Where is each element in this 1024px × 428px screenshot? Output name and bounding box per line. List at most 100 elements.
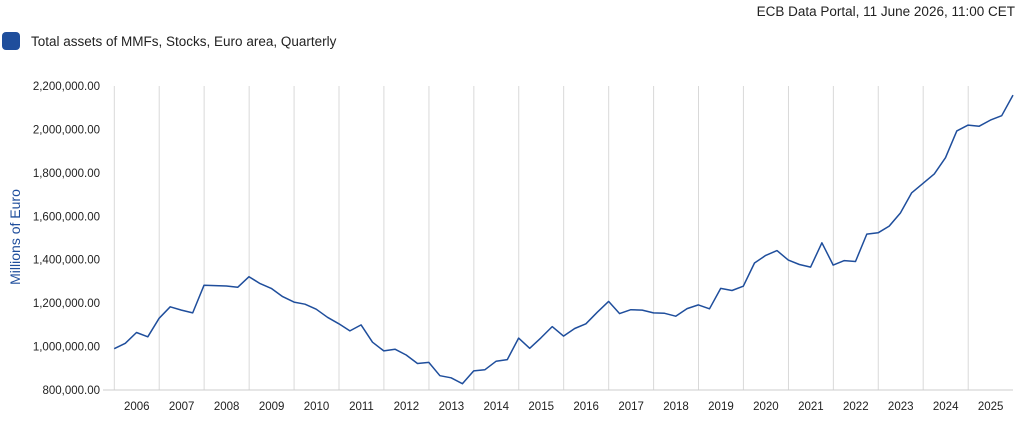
- data-point[interactable]: [516, 335, 522, 341]
- data-point[interactable]: [313, 306, 319, 312]
- data-point[interactable]: [841, 258, 847, 264]
- data-point[interactable]: [302, 301, 308, 307]
- data-point[interactable]: [201, 282, 207, 288]
- y-tick-label: 2,200,000.00: [33, 81, 100, 93]
- data-point[interactable]: [111, 346, 117, 352]
- data-point[interactable]: [942, 155, 948, 161]
- data-point[interactable]: [133, 329, 139, 335]
- data-point[interactable]: [695, 302, 701, 308]
- data-point[interactable]: [190, 310, 196, 316]
- data-point[interactable]: [706, 306, 712, 312]
- x-tick-label-2019: 2019: [708, 401, 734, 413]
- x-tick-label-2006: 2006: [124, 401, 150, 413]
- data-point[interactable]: [212, 283, 218, 289]
- data-point[interactable]: [280, 294, 286, 300]
- data-point[interactable]: [864, 231, 870, 237]
- data-point[interactable]: [448, 375, 454, 381]
- data-point[interactable]: [999, 113, 1005, 119]
- data-point[interactable]: [796, 261, 802, 267]
- data-point[interactable]: [920, 180, 926, 186]
- data-point[interactable]: [684, 306, 690, 312]
- data-point[interactable]: [459, 381, 465, 387]
- data-point[interactable]: [471, 368, 477, 374]
- data-point[interactable]: [606, 298, 612, 304]
- data-point[interactable]: [729, 288, 735, 294]
- data-point[interactable]: [740, 283, 746, 289]
- legend[interactable]: Total assets of MMFs, Stocks, Euro area,…: [2, 32, 336, 50]
- data-point[interactable]: [594, 309, 600, 315]
- data-point[interactable]: [257, 281, 263, 287]
- data-point[interactable]: [561, 333, 567, 339]
- source-timestamp: ECB Data Portal, 11 June 2026, 11:00 CET: [756, 4, 1015, 19]
- data-point[interactable]: [572, 326, 578, 332]
- legend-series-label: Total assets of MMFs, Stocks, Euro area,…: [31, 33, 337, 49]
- data-point[interactable]: [1010, 92, 1016, 98]
- y-tick-label: 1,000,000.00: [33, 342, 100, 354]
- data-point[interactable]: [785, 257, 791, 263]
- data-point[interactable]: [336, 321, 342, 327]
- data-point[interactable]: [504, 357, 510, 363]
- data-point[interactable]: [965, 122, 971, 128]
- x-tick-label-2022: 2022: [843, 401, 869, 413]
- data-point[interactable]: [178, 307, 184, 313]
- x-tick-label-2017: 2017: [618, 401, 644, 413]
- data-point[interactable]: [819, 240, 825, 246]
- data-point[interactable]: [358, 322, 364, 328]
- data-point[interactable]: [875, 230, 881, 236]
- data-point[interactable]: [987, 117, 993, 123]
- data-point[interactable]: [549, 324, 555, 330]
- data-point[interactable]: [976, 123, 982, 129]
- data-point[interactable]: [617, 311, 623, 317]
- data-point[interactable]: [392, 346, 398, 352]
- data-point[interactable]: [291, 299, 297, 305]
- data-point[interactable]: [538, 335, 544, 341]
- data-point[interactable]: [403, 352, 409, 358]
- x-tick-label-2024: 2024: [933, 401, 959, 413]
- x-tick-label-2007: 2007: [169, 401, 195, 413]
- data-point[interactable]: [122, 340, 128, 346]
- data-point[interactable]: [662, 310, 668, 316]
- data-point[interactable]: [853, 258, 859, 264]
- data-point[interactable]: [223, 283, 229, 289]
- data-point[interactable]: [482, 367, 488, 373]
- data-point[interactable]: [145, 334, 151, 340]
- data-point[interactable]: [246, 274, 252, 280]
- data-point[interactable]: [235, 284, 241, 290]
- data-point[interactable]: [830, 262, 836, 268]
- data-point[interactable]: [156, 315, 162, 321]
- data-point[interactable]: [268, 285, 274, 291]
- data-point[interactable]: [414, 361, 420, 367]
- data-point[interactable]: [583, 321, 589, 327]
- data-point[interactable]: [931, 171, 937, 177]
- data-point[interactable]: [639, 307, 645, 313]
- data-point[interactable]: [650, 310, 656, 316]
- data-point[interactable]: [954, 128, 960, 134]
- y-tick-label: 1,800,000.00: [33, 168, 100, 180]
- legend-swatch[interactable]: [2, 32, 20, 50]
- data-point[interactable]: [628, 307, 634, 313]
- data-point[interactable]: [426, 359, 432, 365]
- data-point[interactable]: [751, 260, 757, 266]
- data-point[interactable]: [718, 285, 724, 291]
- data-point[interactable]: [437, 373, 443, 379]
- series-group: [111, 92, 1016, 387]
- data-point[interactable]: [774, 248, 780, 254]
- data-point[interactable]: [527, 345, 533, 351]
- data-point[interactable]: [897, 210, 903, 216]
- data-point[interactable]: [808, 264, 814, 270]
- data-point[interactable]: [347, 328, 353, 334]
- data-point[interactable]: [909, 190, 915, 196]
- data-point[interactable]: [381, 348, 387, 354]
- x-tick-label-2018: 2018: [663, 401, 689, 413]
- data-point[interactable]: [167, 304, 173, 310]
- data-point[interactable]: [369, 339, 375, 345]
- data-point[interactable]: [886, 223, 892, 229]
- x-axis-ticks: 2006 2007 2008 2009 2010 2011 2012 2013 2014 2015…: [124, 401, 1003, 413]
- data-point[interactable]: [763, 252, 769, 258]
- series-line[interactable]: [113, 94, 1014, 385]
- data-point[interactable]: [325, 314, 331, 320]
- x-tick-label-2008: 2008: [214, 401, 240, 413]
- data-point[interactable]: [493, 358, 499, 364]
- data-point[interactable]: [673, 313, 679, 319]
